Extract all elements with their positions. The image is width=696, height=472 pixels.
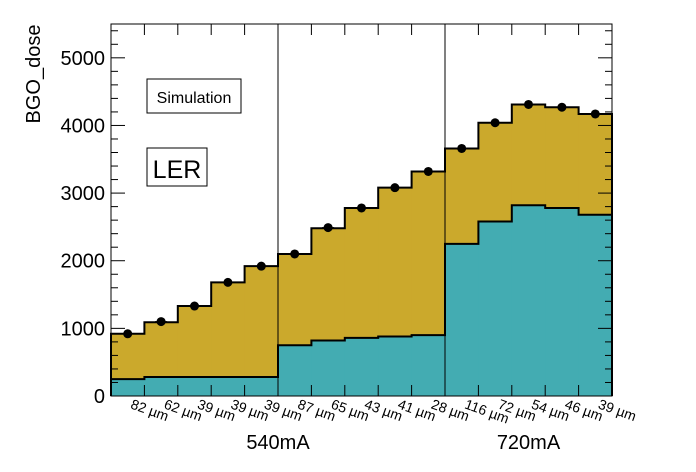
bar-bottom [244, 377, 279, 396]
bar-bottom [578, 214, 613, 396]
bar-bottom [511, 205, 546, 396]
group-label: 720mA [497, 432, 561, 454]
simulation-label: Simulation [157, 90, 232, 107]
data-point [524, 99, 533, 109]
y-tick-label: 4000 [61, 115, 106, 137]
group-label: 540mA [246, 432, 310, 454]
bar-bottom [545, 207, 580, 396]
bar-bottom [411, 335, 446, 396]
y-tick-label: 5000 [61, 48, 106, 70]
y-tick-label: 2000 [61, 251, 106, 273]
bottom-series-outline [110, 204, 613, 396]
y-axis-label: BGO_dose [23, 25, 45, 124]
data-point [490, 118, 500, 128]
group-separators [277, 24, 446, 396]
data-point [423, 166, 433, 176]
y-tick-label: 0 [94, 386, 105, 408]
y-tick-label: 3000 [61, 183, 106, 205]
data-point [290, 249, 300, 259]
y-axis: 0 1000 2000 3000 4000 5000 [61, 30, 612, 408]
plot-frame [110, 23, 613, 397]
data-point [557, 102, 567, 112]
ring-label: LER [153, 156, 202, 184]
ring-box [146, 147, 208, 187]
bar-bottom [344, 337, 379, 396]
data-point [323, 223, 333, 233]
bar-bottom [177, 377, 212, 396]
bar-bottom [111, 379, 145, 396]
bar-bottom [278, 345, 312, 396]
data-point [390, 183, 400, 193]
data-points [121, 99, 602, 339]
bar-bottom [445, 243, 479, 396]
bar-bottom [311, 340, 346, 396]
group-labels: 540mA 720mA [246, 432, 561, 454]
data-point [357, 203, 366, 213]
data-point [190, 301, 199, 311]
bar-bottom [478, 221, 513, 396]
bottom-series-bars [111, 205, 613, 396]
data-point [156, 317, 166, 327]
data-point [223, 277, 233, 287]
bar-bottom [144, 377, 179, 396]
bar-bottom [378, 336, 413, 396]
data-point [123, 329, 133, 339]
y-tick-label: 1000 [61, 318, 106, 340]
bar-bottom [211, 377, 246, 396]
data-point [256, 261, 266, 271]
data-point [457, 143, 467, 153]
bar-top [244, 266, 279, 396]
simulation-box [146, 78, 242, 114]
data-point [590, 109, 600, 119]
